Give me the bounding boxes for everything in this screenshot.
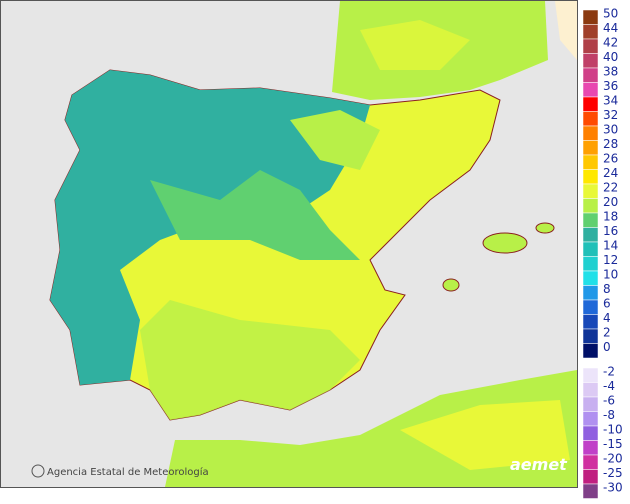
legend-swatch	[582, 299, 599, 315]
legend-swatch	[582, 67, 599, 83]
legend-swatch	[582, 425, 599, 441]
france-warm	[360, 20, 470, 70]
logo: aemet	[510, 455, 568, 474]
legend-label: 38	[603, 65, 618, 79]
menorca	[535, 222, 555, 234]
legend-label: -4	[603, 379, 615, 393]
legend-swatch	[582, 256, 599, 272]
legend-swatch	[582, 183, 599, 199]
legend-label: -2	[603, 365, 615, 379]
legend-label: 30	[603, 123, 618, 137]
legend-swatch	[582, 483, 599, 499]
legend-label: 22	[603, 181, 618, 195]
legend-label: -10	[603, 423, 623, 437]
ebro-warm	[290, 110, 380, 170]
legend-label: 2	[603, 326, 611, 340]
legend-swatch	[582, 343, 599, 359]
legend-label: 10	[603, 268, 618, 282]
legend-swatch	[582, 367, 599, 383]
legend-label: 18	[603, 210, 618, 224]
africa-warm	[400, 400, 570, 470]
legend-label: -6	[603, 394, 615, 408]
legend-label: 32	[603, 108, 618, 122]
legend-label: 42	[603, 36, 618, 50]
credit: Agencia Estatal de Meteorología	[47, 466, 209, 478]
legend-swatch	[582, 53, 599, 69]
south-mild	[140, 300, 360, 420]
legend-label: 12	[603, 253, 618, 267]
legend-swatch	[582, 24, 599, 40]
copyright-icon	[31, 464, 45, 478]
legend-swatch	[582, 328, 599, 344]
legend-swatch	[582, 285, 599, 301]
central-mild	[150, 170, 360, 260]
legend-swatch	[582, 38, 599, 54]
mallorca	[482, 232, 528, 254]
legend-swatch	[582, 9, 599, 25]
legend-swatch	[582, 140, 599, 156]
legend-swatch	[582, 82, 599, 98]
legend-label: 8	[603, 282, 611, 296]
legend-label: 0	[603, 340, 611, 354]
legend-label: -25	[603, 466, 623, 480]
legend-label: 14	[603, 239, 618, 253]
legend-label: 36	[603, 79, 618, 93]
legend-label: -30	[603, 481, 623, 495]
legend-label: 44	[603, 21, 618, 35]
legend-label: 24	[603, 166, 618, 180]
legend-label: -15	[603, 437, 623, 451]
legend-swatch	[582, 440, 599, 456]
legend-swatch	[582, 169, 599, 185]
legend-swatch	[582, 411, 599, 427]
legend-label: 28	[603, 137, 618, 151]
legend-label: 16	[603, 224, 618, 238]
legend-swatch	[582, 111, 599, 127]
legend-label: -8	[603, 408, 615, 422]
legend-label: 40	[603, 50, 618, 64]
legend-label: 6	[603, 297, 611, 311]
legend-swatch	[582, 212, 599, 228]
legend-swatch	[582, 396, 599, 412]
legend-swatch	[582, 198, 599, 214]
legend-label: 50	[603, 7, 618, 21]
north-cool	[50, 70, 370, 385]
legend-swatch	[582, 314, 599, 330]
ibiza	[442, 278, 460, 292]
legend-swatch	[582, 382, 599, 398]
legend-swatch	[582, 125, 599, 141]
legend-label: -20	[603, 452, 623, 466]
legend-swatch	[582, 469, 599, 485]
legend-label: 34	[603, 94, 618, 108]
legend-label: 26	[603, 152, 618, 166]
legend-swatch	[582, 96, 599, 112]
legend-swatch	[582, 241, 599, 257]
legend-swatch	[582, 454, 599, 470]
legend-swatch	[582, 154, 599, 170]
corner-land	[555, 1, 577, 60]
legend-label: 4	[603, 311, 611, 325]
legend-swatch	[582, 227, 599, 243]
legend-label: 20	[603, 195, 618, 209]
legend-swatch	[582, 270, 599, 286]
